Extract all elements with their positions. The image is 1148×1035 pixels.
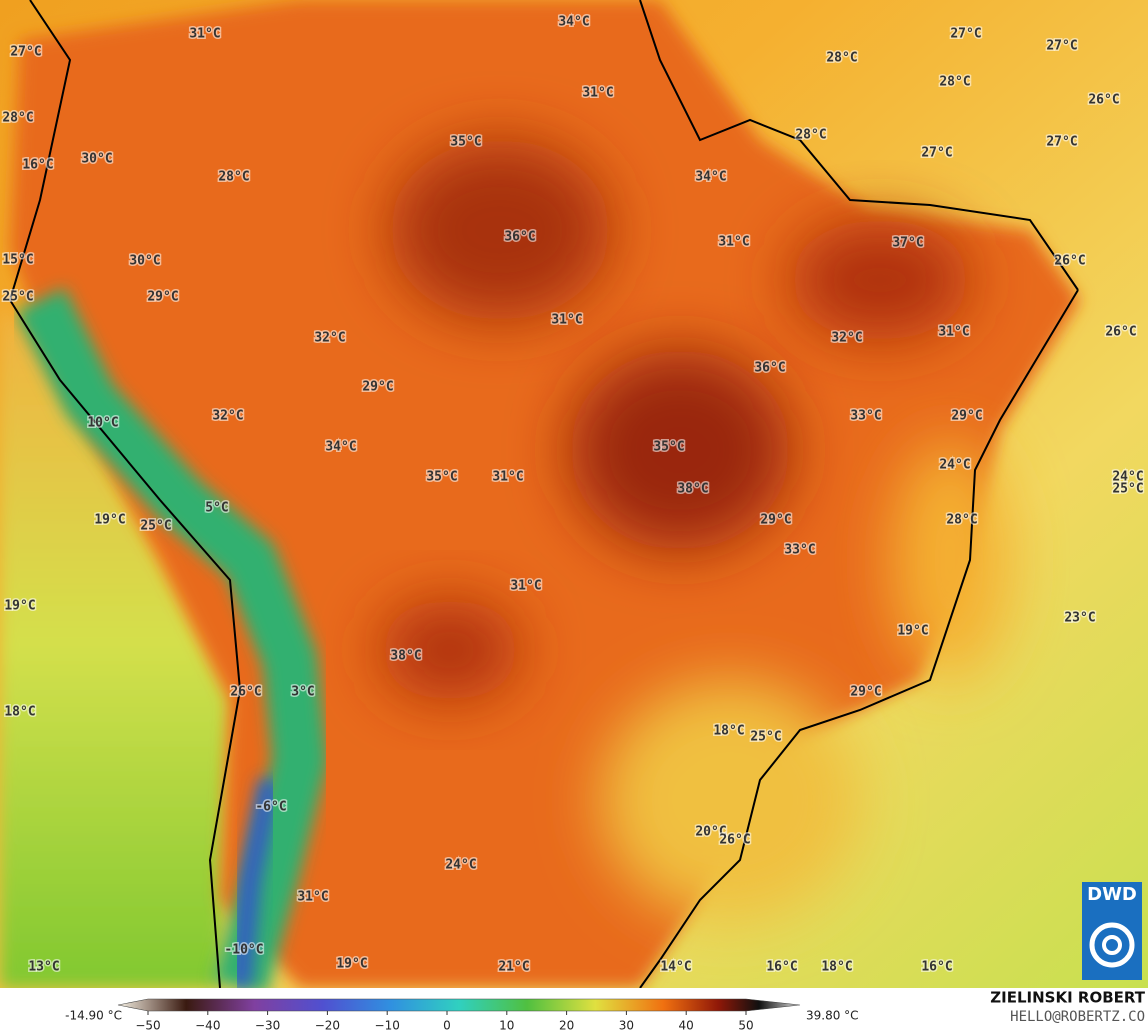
colorbar-tick-label: 20: [559, 1019, 574, 1033]
temperature-label: 25°C: [750, 730, 781, 745]
temperature-label: 18°C: [713, 724, 744, 739]
temperature-label: 34°C: [695, 170, 726, 185]
temperature-label: 29°C: [147, 290, 178, 305]
temperature-label: 32°C: [831, 331, 862, 346]
temperature-labels: 27°C 31°C 34°C 27°C 27°C 28°C 28°C 31°C 26°C 28°C…: [1, 13, 1145, 976]
temperature-label: 23°C: [1064, 611, 1095, 626]
colorbar-tick-label: −10: [375, 1019, 400, 1033]
temperature-label: 24°C: [939, 458, 970, 473]
credit-author: ZIELINSKI ROBERT: [990, 989, 1145, 1007]
colorbar-tick-label: 30: [619, 1019, 634, 1033]
temperature-label: 19°C: [94, 513, 125, 528]
colorbar-tick-label: −20: [315, 1019, 340, 1033]
colorbar-tick-label: 10: [499, 1019, 514, 1033]
colorbar-tick-label: 50: [738, 1019, 753, 1033]
temperature-label: 34°C: [558, 15, 589, 30]
temperature-label: 36°C: [504, 230, 535, 245]
temperature-label: 27°C: [950, 27, 981, 42]
temperature-label: 30°C: [81, 152, 112, 167]
temperature-label: -10°C: [224, 943, 263, 958]
temperature-label: 18°C: [4, 705, 35, 720]
temperature-label: 27°C: [921, 146, 952, 161]
colorbar-tick-label: 0: [443, 1019, 451, 1033]
temperature-label: 25°C: [1112, 482, 1143, 497]
temperature-label: 35°C: [426, 470, 457, 485]
temperature-label: 33°C: [784, 543, 815, 558]
temperature-label: 20°C: [695, 825, 726, 840]
temperature-label: 26°C: [1105, 325, 1136, 340]
temperature-label: 34°C: [325, 440, 356, 455]
temperature-label: 19°C: [4, 599, 35, 614]
temperature-label: 10°C: [87, 416, 118, 431]
temperature-label: 36°C: [754, 361, 785, 376]
temperature-label: 16°C: [921, 960, 952, 975]
temperature-label: 27°C: [1046, 135, 1077, 150]
temperature-label: 3°C: [291, 685, 314, 700]
temperature-label: 25°C: [140, 519, 171, 534]
logo-text: DWD: [1087, 884, 1137, 905]
temperature-label: 31°C: [938, 325, 969, 340]
temperature-label: 26°C: [719, 833, 750, 848]
temperature-label: 29°C: [362, 380, 393, 395]
temperature-label: 31°C: [551, 313, 582, 328]
temperature-label: 28°C: [826, 51, 857, 66]
temperature-label: 29°C: [951, 409, 982, 424]
temperature-label: 19°C: [336, 957, 367, 972]
map-background: [0, 0, 1148, 996]
temperature-label: 35°C: [450, 135, 481, 150]
temperature-label: 15°C: [2, 253, 33, 268]
colorbar-tick-label: −30: [255, 1019, 280, 1033]
colorbar-tick-label: −40: [195, 1019, 220, 1033]
temperature-label: 27°C: [1046, 39, 1077, 54]
temperature-label: 25°C: [2, 290, 33, 305]
temperature-label: 16°C: [766, 960, 797, 975]
logo: DWD: [1082, 882, 1142, 980]
colorbar-max: 39.80 °C: [806, 1009, 859, 1023]
temperature-label: 24°C: [1112, 470, 1143, 485]
temperature-label: 26°C: [230, 685, 261, 700]
temperature-label: 31°C: [510, 579, 541, 594]
temperature-label: 27°C: [10, 45, 41, 60]
temperature-label: 31°C: [582, 86, 613, 101]
colorbar: -14.90 °C 39.80 °C −50 −40 −30 −20 −10 0 10 20 3…: [65, 998, 859, 1033]
temperature-label: 31°C: [297, 890, 328, 905]
colorbar-tick-label: 40: [679, 1019, 694, 1033]
temperature-label: 26°C: [1054, 254, 1085, 269]
temperature-label: 32°C: [314, 331, 345, 346]
temperature-label: 5°C: [205, 501, 228, 516]
temperature-label: 28°C: [218, 170, 249, 185]
temperature-label: 33°C: [850, 409, 881, 424]
temperature-label: 24°C: [445, 858, 476, 873]
temperature-label: 28°C: [946, 513, 977, 528]
colorbar-min: -14.90 °C: [65, 1009, 122, 1023]
temperature-label: 16°C: [22, 158, 53, 173]
temperature-label: 29°C: [760, 513, 791, 528]
credit-email: HELLO@ROBERTZ.CO: [1010, 1009, 1145, 1025]
temperature-label: -6°C: [255, 800, 286, 815]
temperature-label: 30°C: [129, 254, 160, 269]
temperature-label: 38°C: [390, 649, 421, 664]
temperature-label: 28°C: [795, 128, 826, 143]
colorbar-tick-label: −50: [135, 1019, 160, 1033]
temperature-label: 14°C: [660, 960, 691, 975]
temperature-label: 31°C: [189, 27, 220, 42]
temperature-label: 28°C: [2, 111, 33, 126]
temperature-label: 28°C: [939, 75, 970, 90]
temperature-label: 31°C: [492, 470, 523, 485]
temperature-label: 18°C: [821, 960, 852, 975]
temperature-label: 19°C: [897, 624, 928, 639]
temperature-label: 35°C: [653, 440, 684, 455]
temperature-label: 31°C: [718, 235, 749, 250]
temperature-label: 21°C: [498, 960, 529, 975]
temperature-label: 38°C: [677, 482, 708, 497]
temperature-label: 26°C: [1088, 93, 1119, 108]
temperature-label: 13°C: [28, 960, 59, 975]
temperature-label: 37°C: [892, 236, 923, 251]
temperature-label: 29°C: [850, 685, 881, 700]
temperature-label: 32°C: [212, 409, 243, 424]
